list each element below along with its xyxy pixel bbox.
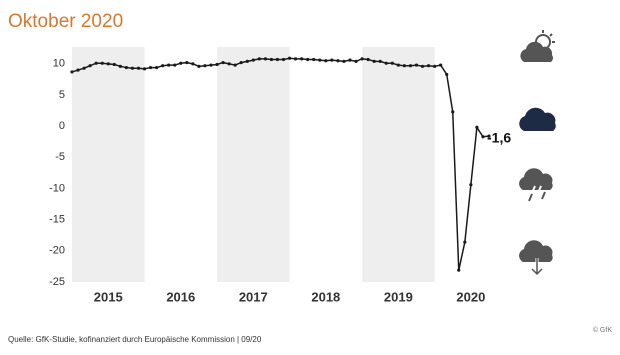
point xyxy=(372,59,376,63)
point xyxy=(300,57,304,61)
y-tick-label: -15 xyxy=(49,214,65,226)
point xyxy=(209,63,213,67)
point xyxy=(221,60,225,65)
point xyxy=(94,61,98,65)
point xyxy=(136,66,141,70)
y-tick-label: -20 xyxy=(49,245,65,257)
annotation: -1,6 xyxy=(487,130,511,146)
point xyxy=(463,240,467,244)
chart-title: Oktober 2020 xyxy=(8,11,123,32)
point xyxy=(336,59,340,63)
point xyxy=(197,64,201,68)
icon-storm-cloud xyxy=(519,240,553,277)
x-tick-label: 2020 xyxy=(456,289,485,304)
y-tick-label: -5 xyxy=(55,151,65,163)
point xyxy=(155,65,159,70)
point xyxy=(245,59,249,63)
point xyxy=(70,70,74,74)
point xyxy=(457,268,461,272)
point xyxy=(293,57,298,61)
point xyxy=(263,57,268,61)
icon-rain-cloud xyxy=(519,168,553,202)
point xyxy=(227,62,231,66)
point xyxy=(324,59,328,63)
point xyxy=(161,64,165,68)
point xyxy=(396,63,400,67)
point xyxy=(287,56,292,60)
point xyxy=(426,64,431,68)
year-band xyxy=(362,47,435,282)
point xyxy=(76,68,80,72)
year-band xyxy=(217,47,290,282)
point xyxy=(257,57,261,61)
point xyxy=(445,72,449,77)
point xyxy=(281,57,286,62)
point xyxy=(408,64,413,68)
point xyxy=(384,61,388,65)
plot xyxy=(70,56,491,272)
point xyxy=(433,64,437,68)
x-tick-label: 2018 xyxy=(311,289,340,304)
point xyxy=(420,64,425,68)
copyright: © GfK xyxy=(593,326,612,334)
point xyxy=(475,125,479,130)
x-tick-label: 2016 xyxy=(166,289,195,304)
point xyxy=(312,57,316,62)
point xyxy=(233,63,237,67)
point xyxy=(318,58,322,62)
point xyxy=(469,183,473,187)
source: Quelle: GfK-Studie, kofinanziert durch E… xyxy=(8,335,262,344)
point xyxy=(100,61,104,65)
y-tick-label: -25 xyxy=(49,276,65,288)
point xyxy=(481,135,485,139)
point xyxy=(306,57,310,62)
point xyxy=(378,59,382,63)
point xyxy=(118,64,122,68)
point xyxy=(215,62,219,67)
x-tick-label: 2017 xyxy=(239,289,268,304)
point xyxy=(82,66,86,70)
point xyxy=(439,63,443,67)
year-band xyxy=(72,47,145,282)
point xyxy=(414,63,419,67)
point xyxy=(191,62,195,66)
point xyxy=(142,67,147,71)
point xyxy=(451,110,455,114)
point xyxy=(148,65,153,70)
point xyxy=(487,134,491,138)
icon-dark-cloud xyxy=(519,107,556,131)
point xyxy=(130,66,135,70)
point xyxy=(124,65,128,70)
point xyxy=(239,60,243,65)
point xyxy=(360,57,364,61)
point xyxy=(275,57,280,62)
point xyxy=(106,62,110,66)
point xyxy=(179,61,183,65)
y-tick-label: -10 xyxy=(49,182,65,194)
point xyxy=(366,57,370,62)
y-tick-label: 0 xyxy=(59,120,65,132)
point xyxy=(185,60,189,65)
icon-sunny-cloud xyxy=(520,30,555,62)
x-tick-label: 2019 xyxy=(384,289,413,304)
y-tick-label: 10 xyxy=(53,58,65,70)
point xyxy=(173,63,177,67)
point xyxy=(269,57,274,62)
point xyxy=(390,61,394,65)
point xyxy=(330,58,334,62)
point xyxy=(402,64,406,68)
point xyxy=(251,58,255,62)
line xyxy=(71,57,490,271)
point xyxy=(342,59,346,63)
point xyxy=(88,64,92,68)
year-bands xyxy=(72,47,435,282)
point xyxy=(348,58,352,62)
point xyxy=(354,59,358,63)
x-tick-label: 2015 xyxy=(94,289,123,304)
point xyxy=(112,62,116,67)
point xyxy=(203,64,207,68)
y-tick-label: 5 xyxy=(59,89,65,101)
point xyxy=(167,63,171,67)
